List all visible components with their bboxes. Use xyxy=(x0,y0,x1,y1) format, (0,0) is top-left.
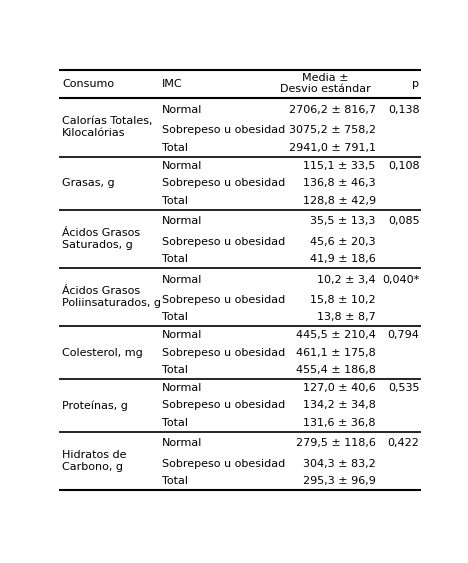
Text: Sobrepeso u obesidad: Sobrepeso u obesidad xyxy=(162,295,285,305)
Text: 2941,0 ± 791,1: 2941,0 ± 791,1 xyxy=(289,143,376,153)
Text: 304,3 ± 83,2: 304,3 ± 83,2 xyxy=(303,459,376,469)
Text: 3075,2 ± 758,2: 3075,2 ± 758,2 xyxy=(289,126,376,135)
Text: Total: Total xyxy=(162,312,188,323)
Text: Normal: Normal xyxy=(162,383,202,393)
Text: 461,1 ± 175,8: 461,1 ± 175,8 xyxy=(296,348,376,358)
Text: 295,3 ± 96,9: 295,3 ± 96,9 xyxy=(303,476,376,486)
Text: Normal: Normal xyxy=(162,439,202,449)
Text: 10,2 ± 3,4: 10,2 ± 3,4 xyxy=(317,275,376,284)
Text: 0,422: 0,422 xyxy=(388,439,419,449)
Text: 0,108: 0,108 xyxy=(388,160,419,171)
Text: 0,535: 0,535 xyxy=(388,383,419,393)
Text: 136,8 ± 46,3: 136,8 ± 46,3 xyxy=(303,178,376,188)
Text: Normal: Normal xyxy=(162,216,202,226)
Text: Ácidos Grasos
Poliinsaturados, g: Ácidos Grasos Poliinsaturados, g xyxy=(62,286,161,308)
Text: 128,8 ± 42,9: 128,8 ± 42,9 xyxy=(303,196,376,206)
Text: Total: Total xyxy=(162,143,188,153)
Text: Sobrepeso u obesidad: Sobrepeso u obesidad xyxy=(162,236,285,247)
Text: 41,9 ± 18,6: 41,9 ± 18,6 xyxy=(310,254,376,264)
Text: Normal: Normal xyxy=(162,275,202,284)
Text: Sobrepeso u obesidad: Sobrepeso u obesidad xyxy=(162,400,285,410)
Text: 15,8 ± 10,2: 15,8 ± 10,2 xyxy=(310,295,376,305)
Text: Total: Total xyxy=(162,476,188,486)
Text: Total: Total xyxy=(162,196,188,206)
Text: IMC: IMC xyxy=(162,79,183,88)
Text: Normal: Normal xyxy=(162,160,202,171)
Text: Grasas, g: Grasas, g xyxy=(62,178,115,188)
Text: 445,5 ± 210,4: 445,5 ± 210,4 xyxy=(296,330,376,340)
Text: Total: Total xyxy=(162,418,188,428)
Text: 45,6 ± 20,3: 45,6 ± 20,3 xyxy=(310,236,376,247)
Text: Colesterol, mg: Colesterol, mg xyxy=(62,348,143,358)
Text: 115,1 ± 33,5: 115,1 ± 33,5 xyxy=(303,160,376,171)
Text: 134,2 ± 34,8: 134,2 ± 34,8 xyxy=(303,400,376,410)
Text: 13,8 ± 8,7: 13,8 ± 8,7 xyxy=(317,312,376,323)
Text: Calorías Totales,
Kilocalórias: Calorías Totales, Kilocalórias xyxy=(62,116,153,138)
Text: Consumo: Consumo xyxy=(62,79,114,88)
Text: Total: Total xyxy=(162,365,188,376)
Text: Sobrepeso u obesidad: Sobrepeso u obesidad xyxy=(162,348,285,358)
Text: 279,5 ± 118,6: 279,5 ± 118,6 xyxy=(296,439,376,449)
Text: 35,5 ± 13,3: 35,5 ± 13,3 xyxy=(310,216,376,226)
Text: Media ±
Desvio estándar: Media ± Desvio estándar xyxy=(280,73,371,95)
Text: Hidratos de
Carbono, g: Hidratos de Carbono, g xyxy=(62,450,127,472)
Text: 2706,2 ± 816,7: 2706,2 ± 816,7 xyxy=(289,105,376,114)
Text: 455,4 ± 186,8: 455,4 ± 186,8 xyxy=(296,365,376,376)
Text: 0,040*: 0,040* xyxy=(382,275,419,284)
Text: 0,138: 0,138 xyxy=(388,105,419,114)
Text: Proteínas, g: Proteínas, g xyxy=(62,400,128,411)
Text: p: p xyxy=(412,79,419,88)
Text: Ácidos Grasos
Saturados, g: Ácidos Grasos Saturados, g xyxy=(62,228,140,250)
Text: 131,6 ± 36,8: 131,6 ± 36,8 xyxy=(303,418,376,428)
Text: Sobrepeso u obesidad: Sobrepeso u obesidad xyxy=(162,459,285,469)
Text: 127,0 ± 40,6: 127,0 ± 40,6 xyxy=(303,383,376,393)
Text: Normal: Normal xyxy=(162,330,202,340)
Text: Total: Total xyxy=(162,254,188,264)
Text: Sobrepeso u obesidad: Sobrepeso u obesidad xyxy=(162,178,285,188)
Text: Normal: Normal xyxy=(162,105,202,114)
Text: Sobrepeso u obesidad: Sobrepeso u obesidad xyxy=(162,126,285,135)
Text: 0,085: 0,085 xyxy=(388,216,419,226)
Text: 0,794: 0,794 xyxy=(388,330,419,340)
